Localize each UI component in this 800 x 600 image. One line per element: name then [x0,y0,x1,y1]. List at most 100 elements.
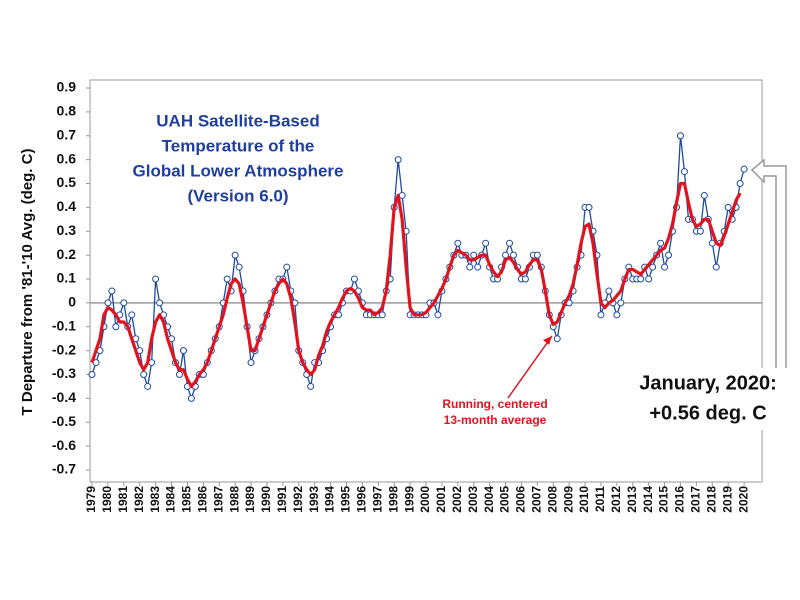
x-tick-label: 1982 [132,486,146,513]
x-tick-label: 2019 [720,486,734,513]
x-tick-label: 2001 [434,486,448,513]
x-tick-label: 2009 [561,486,575,513]
x-tick-label: 1985 [180,486,194,513]
y-tick-label: 0.8 [57,103,77,119]
x-tick-label: 2013 [625,486,639,513]
y-tick-label: -0.7 [52,461,76,477]
data-point [88,371,96,378]
x-tick-label: 2010 [577,486,591,513]
data-point [680,168,688,176]
y-tick-label: 0.7 [57,126,77,142]
y-tick-label: 0.3 [57,222,77,238]
data-point [613,311,621,319]
callout: +0.56 deg. C [649,402,766,424]
x-tick-label: 1989 [243,486,257,513]
x-tick-label: 1992 [291,486,305,513]
data-point [509,251,517,259]
data-point [152,275,160,283]
x-tick-label: 2012 [609,486,623,513]
y-tick-label: -0.4 [52,389,76,405]
data-point [350,275,358,283]
y-tick-label: 0.5 [57,174,77,190]
data-point [394,156,402,164]
data-point [700,191,708,199]
x-tick-label: 2011 [593,486,607,512]
annotation-arrowhead [543,336,552,345]
data-point [128,311,136,319]
x-tick-label: 1984 [164,486,178,513]
data-point [466,263,474,271]
x-tick-label: 2020 [736,486,750,513]
annotation: 13-month average [444,413,547,427]
data-point [378,311,386,319]
x-tick-label: 1991 [275,486,289,513]
x-tick-label: 1980 [100,486,114,513]
annotation-arrow [507,335,553,399]
x-tick-label: 1998 [386,486,400,513]
data-point [144,382,152,390]
y-axis-label: T Departure from '81-'10 Avg. (deg. C) [19,149,36,416]
x-tick-label: 1987 [211,486,225,513]
data-point [434,311,442,319]
x-tick-label: 1986 [196,486,210,513]
annotation: Running, centered [442,397,547,411]
x-tick-label: 2007 [530,486,544,513]
y-tick-label: -0.1 [52,317,76,333]
chart-title: Temperature of the [162,136,315,155]
data-point [108,287,116,295]
y-tick-label: 0.6 [57,150,77,166]
data-point [231,251,239,259]
y-tick-label: -0.2 [52,341,76,357]
x-tick-label: 1996 [355,486,369,513]
data-point [247,359,255,367]
callout-arrow [750,158,787,373]
x-tick-label: 1988 [227,486,241,513]
data-point [307,382,315,390]
x-tick-label: 2004 [482,486,496,513]
data-point [521,275,529,283]
x-tick-label: 2014 [641,486,655,513]
chart-title: (Version 6.0) [187,186,288,205]
data-point [676,132,684,140]
chart-title: UAH Satellite-Based [156,111,319,130]
data-point [187,394,195,402]
data-point [553,335,561,343]
data-point [175,371,183,378]
x-tick-label: 2000 [418,486,432,513]
data-point [140,371,148,378]
chart-title: Global Lower Atmosphere [133,161,344,180]
callout: January, 2020: [639,372,777,394]
x-tick-label: 1997 [370,486,384,513]
data-point [585,203,593,211]
data-point [104,299,112,307]
x-tick-label: 2006 [514,486,528,513]
data-point [724,203,732,211]
data-point [736,180,744,187]
x-tick-label: 2005 [498,486,512,513]
data-point [156,299,164,307]
x-tick-label: 1999 [402,486,416,513]
data-point [533,251,541,259]
data-point [661,263,669,271]
x-tick-label: 2016 [673,486,687,513]
y-tick-label: -0.5 [52,413,76,429]
data-point [617,299,625,307]
x-tick-label: 2018 [704,486,718,513]
data-point [605,287,613,295]
x-tick-label: 1993 [307,486,321,513]
data-point [283,263,291,271]
x-tick-label: 1983 [148,486,162,513]
data-point [712,263,720,271]
x-tick-label: 2017 [689,486,703,513]
data-point [649,263,657,271]
data-point [454,239,462,247]
y-tick-label: -0.6 [52,437,76,453]
data-point [179,347,187,355]
data-point [120,299,128,307]
x-tick-label: 1994 [323,486,337,513]
data-point [645,275,653,283]
y-tick-label: -0.3 [52,365,76,381]
data-point [506,239,513,247]
callout-box [624,368,794,430]
x-tick-label: 2003 [466,486,480,513]
